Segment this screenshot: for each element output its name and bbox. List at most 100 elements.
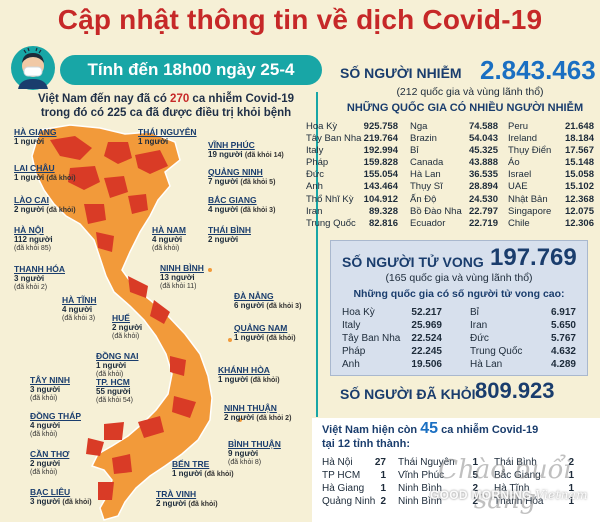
table-row: Hà Lan 4.289 (470, 359, 576, 370)
province-thai-binh: THÁI BÌNH 2 người (208, 225, 251, 245)
masked-person-icon (11, 46, 55, 90)
province-hue: HUẾ 2 người (đã khỏi) (112, 313, 143, 341)
province-quang-ninh: QUẢNG NINH 7 người (đã khỏi 5) (208, 167, 276, 187)
table-row: Thụy Sĩ 28.894 (410, 181, 498, 193)
deaths-table-col2: Bỉ 6.917 Iran 5.650 Đức 5.767 Trung Quốc 4.6… (470, 306, 576, 371)
table-row: Hà Nội 27 (322, 457, 386, 468)
table-row: UAE 15.102 (508, 181, 594, 193)
table-row: Tây Ban Nha 22.524 (342, 333, 442, 344)
table-row: Ecuador 22.719 (410, 217, 498, 229)
infected-subtitle: (212 quốc gia và vùng lãnh thổ) (396, 86, 544, 98)
table-row: Trung Quốc 4.632 (470, 346, 576, 357)
table-row: Canada 43.888 (410, 157, 498, 169)
table-row: Iran 5.650 (470, 320, 576, 331)
vietnam-map (31, 124, 242, 521)
table-row: Bắc Giang 1 (494, 470, 574, 481)
infected-value: 2.843.463 (480, 55, 596, 85)
province-ha-giang: HÀ GIANG 1 người (14, 127, 57, 147)
province-bac-giang: BẮC GIANG 4 người (đã khỏi 3) (208, 195, 276, 215)
top-infected-heading: NHỮNG QUỐC GIA CÓ NHIỀU NGƯỜI NHIỄM (346, 102, 584, 114)
table-row: Bồ Đào Nha 22.797 (410, 205, 498, 217)
province-ha-noi: HÀ NỘI 112 người (đã khỏi 85) (14, 225, 53, 253)
province-khanh-hoa: KHÁNH HÒA 1 người (đã khỏi) (218, 365, 280, 385)
province-binh-thuan: BÌNH THUẬN 9 người (đã khỏi 8) (228, 439, 281, 467)
table-row: Thụy Điển 17.567 (508, 145, 594, 157)
deaths-subtitle: (165 quốc gia và vùng lãnh thổ) (385, 272, 533, 284)
deaths-table-col1: Hoa Kỳ 52.217 Italy 25.969 Tây Ban Nha 22.5… (342, 306, 442, 371)
table-row: Singapore 12.075 (508, 205, 594, 217)
province-dong-thap: ĐỒNG THÁP 4 người (đã khỏi) (30, 411, 81, 439)
province-tra-vinh: TRÀ VINH 2 người (đã khỏi) (156, 489, 218, 509)
table-row: Thanh Hóa 1 (494, 496, 574, 507)
table-row: Hà Tĩnh 1 (494, 483, 574, 494)
table-row: Bỉ 45.325 (410, 145, 498, 157)
table-row: Ấn Độ 24.530 (410, 193, 498, 205)
top-deaths-heading: Những quốc gia có số người tử vong cao: (353, 288, 565, 300)
table-row: Iran 89.328 (306, 205, 398, 217)
province-vinh-phuc: VĨNH PHÚC 19 người (đã khỏi 14) (208, 140, 284, 160)
table-row: Italy 25.969 (342, 320, 442, 331)
table-row: Hà Giang 1 (322, 483, 386, 494)
watermark-logo: GOOD MORNING Vietnam (430, 488, 588, 502)
province-dong-nai: ĐỒNG NAI 1 người (đã khỏi) (96, 351, 139, 379)
province-ninh-binh: NINH BÌNH 13 người (đã khỏi 11) (160, 263, 204, 291)
province-thanh-hoa: THANH HÓA 3 người (đã khỏi 2) (14, 264, 65, 292)
province-lao-cai: LÀO CAI 2 người (đã khỏi) (14, 195, 76, 215)
table-row: Áo 15.148 (508, 157, 594, 169)
table-row: Pháp 22.245 (342, 346, 442, 357)
current-cases-count: 45 (420, 420, 439, 437)
province-quang-nam: QUẢNG NAM 1 người (đã khỏi) (234, 323, 296, 343)
date-banner: Tính đến 18h00 ngày 25-4 (60, 55, 322, 85)
recovered-value: 809.923 (475, 378, 555, 403)
current-table-col2: Thái Nguyên 1 Vĩnh Phúc 5 Ninh Bình 2 Ninh … (398, 456, 478, 508)
table-row: Anh 143.464 (306, 181, 398, 193)
table-row: TP HCM 1 (322, 470, 386, 481)
deaths-value: 197.769 (490, 244, 577, 271)
table-row: Vĩnh Phúc 5 (398, 470, 478, 481)
table-row: Thổ Nhĩ Kỳ 104.912 (306, 193, 398, 205)
table-row: Đức 5.767 (470, 333, 576, 344)
current-table-col3: Thái Bình 2 Bắc Giang 1 Hà Tĩnh 1 Thanh Hóa… (494, 456, 574, 508)
divider-line (316, 92, 318, 417)
current-cases-panel (312, 418, 600, 522)
table-row: Hoa Kỳ 925.758 (306, 121, 398, 132)
infected-label: SỐ NGƯỜI NHIỄM (340, 65, 462, 81)
intro-text: Việt Nam đến nay đã có 270 ca nhiễm Covi… (37, 93, 295, 119)
table-row: Pháp 159.828 (306, 157, 398, 169)
infected-table-col1: Hoa Kỳ 925.758 Tây Ban Nha 219.764 Italy 19… (306, 121, 398, 230)
province-da-nang: ĐÀ NẴNG 6 người (đã khỏi 3) (234, 291, 302, 311)
province-ha-tinh: HÀ TĨNH 4 người (đã khỏi 3) (62, 295, 97, 323)
table-row: Ninh Bình 2 (398, 483, 478, 494)
table-row: Nhật Bản 12.368 (508, 193, 594, 205)
watermark-script: Chào buổi sáng (438, 455, 572, 515)
current-table-col1: Hà Nội 27 TP HCM 1 Hà Giang 1 Quảng Ninh 2 (322, 456, 386, 508)
province-lai-chau: LAI CHÂU 1 người (đã khỏi) (14, 163, 76, 183)
table-row: Nga 74.588 (410, 121, 498, 132)
province-tay-ninh: TÂY NINH 3 người (đã khỏi) (30, 375, 70, 403)
province-ha-nam: HÀ NAM 4 người (đã khỏi) (152, 225, 186, 253)
table-row: Israel 15.058 (508, 169, 594, 181)
table-row: Bỉ 6.917 (470, 307, 576, 318)
province-ninh-thuan: NINH THUẬN 2 người (đã khỏi 2) (224, 403, 292, 423)
recovered-label: SỐ NGƯỜI ĐÃ KHỎI (340, 386, 476, 402)
table-row: Chile 12.306 (508, 217, 594, 229)
table-row: Anh 19.506 (342, 359, 442, 370)
province-thai-nguyen: THÁI NGUYÊN 1 người (138, 127, 197, 147)
infected-table-col3: Peru 21.648 Ireland 18.184 Thụy Điển 17.567… (508, 121, 594, 230)
table-row: Ireland 18.184 (508, 133, 594, 145)
table-row: Brazin 54.043 (410, 133, 498, 145)
table-row: Thái Nguyên 1 (398, 457, 478, 468)
infected-table-col2: Nga 74.588 Brazin 54.043 Bỉ 45.325 Canada 43… (410, 121, 498, 230)
table-row: Ninh Bình 2 (398, 496, 478, 507)
table-row: Peru 21.648 (508, 121, 594, 132)
table-row: Tây Ban Nha 219.764 (306, 133, 398, 145)
table-row: Hà Lan 36.535 (410, 169, 498, 181)
table-row: Thái Bình 2 (494, 457, 574, 468)
province-ben-tre: BẾN TRE 1 người (đã khỏi) (172, 459, 234, 479)
table-row: Đức 155.054 (306, 169, 398, 181)
current-cases-heading: Việt Nam hiện còn 45 ca nhiễm Covid-19 t… (322, 420, 539, 451)
page-title: Cập nhật thông tin về dịch Covid-19 (57, 4, 543, 35)
table-row: Hoa Kỳ 52.217 (342, 307, 442, 318)
province-tp-hcm: TP. HCM 55 người (đã khỏi 54) (96, 377, 133, 405)
table-row: Italy 192.994 (306, 145, 398, 157)
